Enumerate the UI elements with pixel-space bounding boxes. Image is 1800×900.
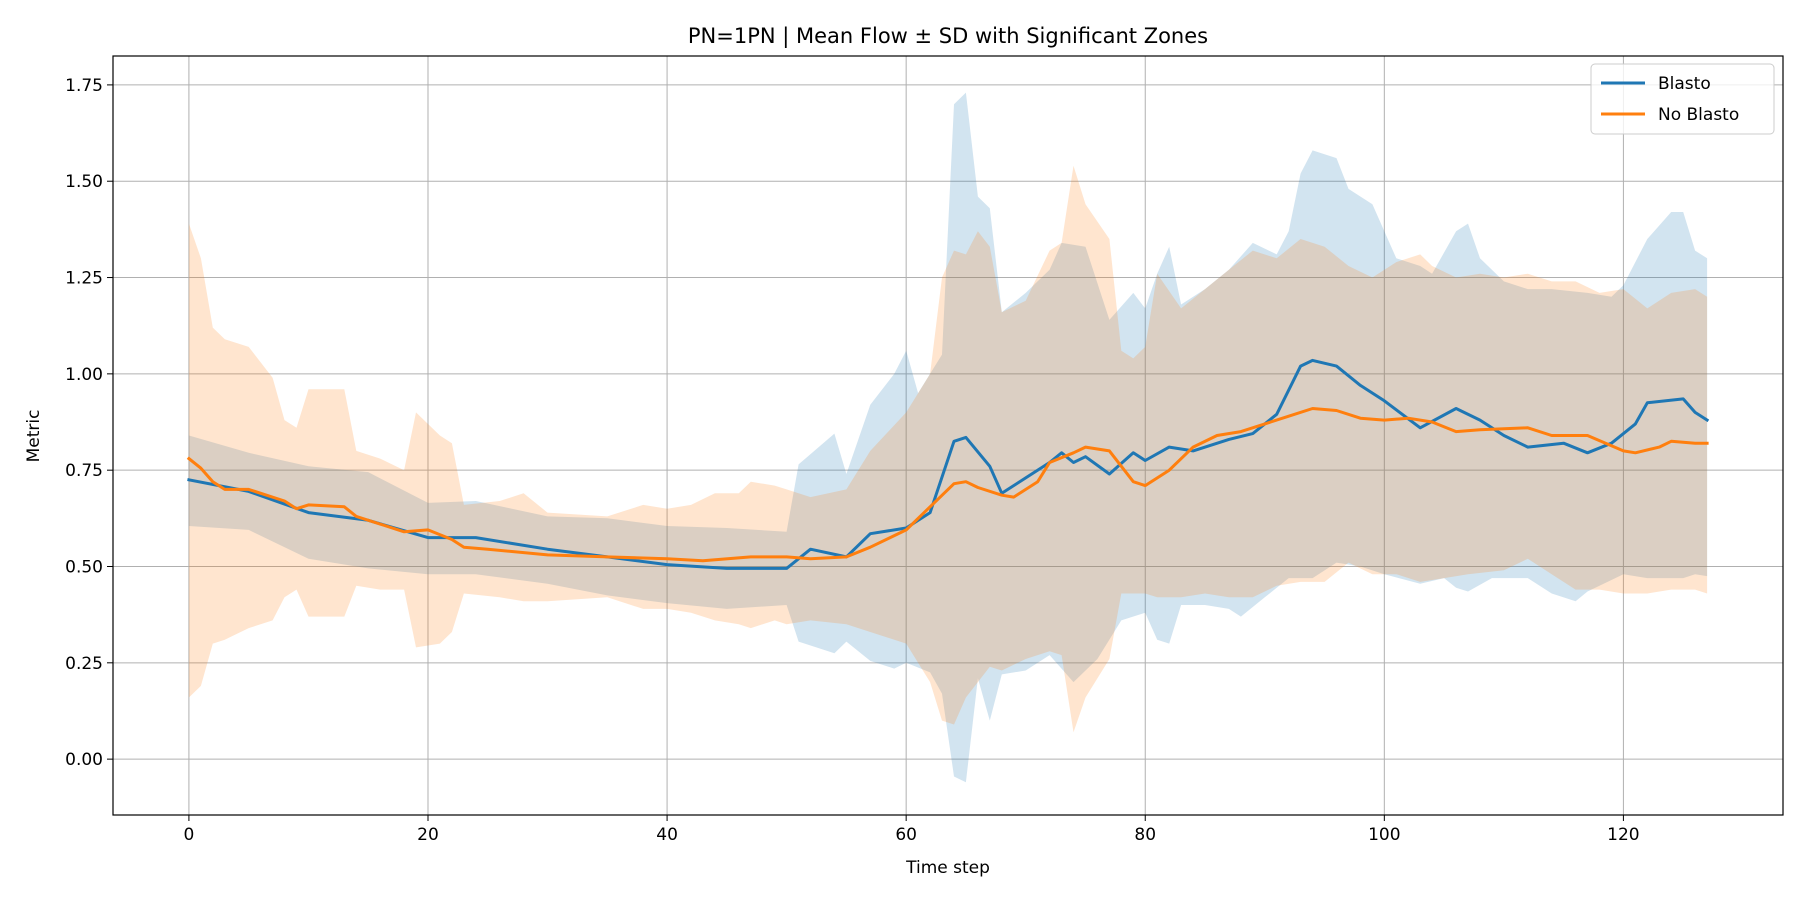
x-tick-label: 120 <box>1607 825 1639 845</box>
sd-band-no-blasto <box>188 165 1708 733</box>
x-tick-label: 60 <box>895 825 917 845</box>
x-tick-label: 100 <box>1368 825 1400 845</box>
legend: Blasto No Blasto <box>1590 63 1775 135</box>
y-tick-label: 0.50 <box>65 557 103 577</box>
y-tick-label: 1.25 <box>65 269 103 289</box>
y-tick-label: 1.00 <box>65 365 103 385</box>
chart-title: PN=1PN | Mean Flow ± SD with Significant… <box>688 24 1208 49</box>
y-axis-label: Metric <box>24 410 44 463</box>
mean-line-no-blasto <box>186 407 1709 563</box>
mean-lines <box>186 358 1710 570</box>
x-tick-label: 20 <box>417 825 439 845</box>
x-axis-ticks: 0 20 40 60 80 100 120 <box>183 815 1640 845</box>
x-tick-label: 80 <box>1134 825 1156 845</box>
legend-label-blasto: Blasto <box>1658 74 1711 94</box>
x-tick-label: 0 <box>183 825 194 845</box>
legend-label-no-blasto: No Blasto <box>1658 105 1739 125</box>
plot-area-frame <box>112 55 1784 816</box>
grid-lines <box>113 56 1783 815</box>
y-tick-label: 1.75 <box>65 76 103 96</box>
x-tick-label: 40 <box>656 825 678 845</box>
y-tick-label: 0.00 <box>65 750 103 770</box>
y-axis-ticks: 0.00 0.25 0.50 0.75 1.00 1.25 1.50 1.75 <box>65 76 113 770</box>
y-tick-label: 0.25 <box>65 654 103 674</box>
sd-band-blasto <box>188 92 1708 783</box>
sd-bands <box>188 92 1708 783</box>
x-axis-label: Time step <box>905 858 990 878</box>
y-tick-label: 0.75 <box>65 461 103 481</box>
y-tick-label: 1.50 <box>65 172 103 192</box>
mean-line-blasto <box>187 358 1710 570</box>
